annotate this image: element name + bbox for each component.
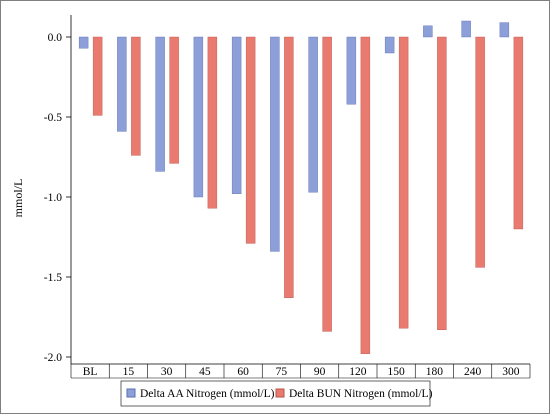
x-tick-label: BL <box>83 366 98 378</box>
x-tick-label: 150 <box>388 366 406 378</box>
bar-bun-nitrogen <box>398 36 409 329</box>
x-tick-label: 90 <box>314 366 326 378</box>
x-tick-label: 180 <box>426 366 444 378</box>
bar-bun-nitrogen <box>437 36 447 330</box>
bar-bun-nitrogen <box>169 36 179 164</box>
bar-aa-nitrogen <box>308 36 318 193</box>
bar-aa-nitrogen <box>499 22 510 38</box>
bar-bun-nitrogen <box>131 36 141 156</box>
bar-bun-nitrogen <box>92 36 103 116</box>
legend-swatch-aa <box>126 388 136 398</box>
bar-aa-nitrogen <box>231 36 242 195</box>
y-axis-label: mmol/L <box>11 179 25 218</box>
y-axis: 0.0 -0.5 -1.0 -1.5 -2.0 <box>44 15 72 364</box>
bar-aa-nitrogen <box>423 25 433 38</box>
bar-bun-nitrogen <box>207 36 218 209</box>
y-tick-label: -2.0 <box>44 352 62 364</box>
x-tick-label: 75 <box>276 366 288 378</box>
x-tick-label: 120 <box>349 366 367 378</box>
legend-label-bun: Delta BUN Nitrogen (mmol/L) <box>289 388 433 400</box>
bar-bun-nitrogen <box>245 36 256 244</box>
y-tick-label: 0.0 <box>48 32 63 44</box>
bar-bun-nitrogen <box>475 36 485 268</box>
bar-aa-nitrogen <box>461 20 471 38</box>
bar-bun-nitrogen <box>513 36 524 230</box>
x-tick-label: 240 <box>464 366 482 378</box>
bar-aa-nitrogen <box>155 36 165 172</box>
bar-aa-nitrogen <box>193 36 204 198</box>
bar-bun-nitrogen <box>360 36 371 354</box>
legend-label-aa: Delta AA Nitrogen (mmol/L) <box>140 388 275 400</box>
bars <box>78 20 524 354</box>
x-tick-label: 300 <box>502 366 520 378</box>
bar-aa-nitrogen <box>270 36 280 252</box>
x-axis: BL 15 30 45 60 75 90 120 150 180 240 300 <box>70 363 531 379</box>
legend: Delta AA Nitrogen (mmol/L) Delta BUN Nit… <box>120 380 433 407</box>
y-tick-label: -1.0 <box>44 192 62 204</box>
legend-swatch-bun <box>275 388 285 398</box>
y-tick-label: -1.5 <box>44 272 62 284</box>
x-tick-label: 45 <box>199 366 211 378</box>
bar-aa-nitrogen <box>78 36 89 49</box>
x-tick-label: 15 <box>123 366 135 378</box>
x-tick-label: 30 <box>161 366 173 378</box>
bar-aa-nitrogen <box>117 36 127 132</box>
y-tick-label: -0.5 <box>44 112 62 124</box>
legend-frame <box>120 380 431 407</box>
bar-bun-nitrogen <box>284 36 294 298</box>
bar-aa-nitrogen <box>346 36 357 105</box>
bar-bun-nitrogen <box>322 36 332 332</box>
bar-aa-nitrogen <box>384 36 395 54</box>
x-tick-label: 60 <box>237 366 249 378</box>
